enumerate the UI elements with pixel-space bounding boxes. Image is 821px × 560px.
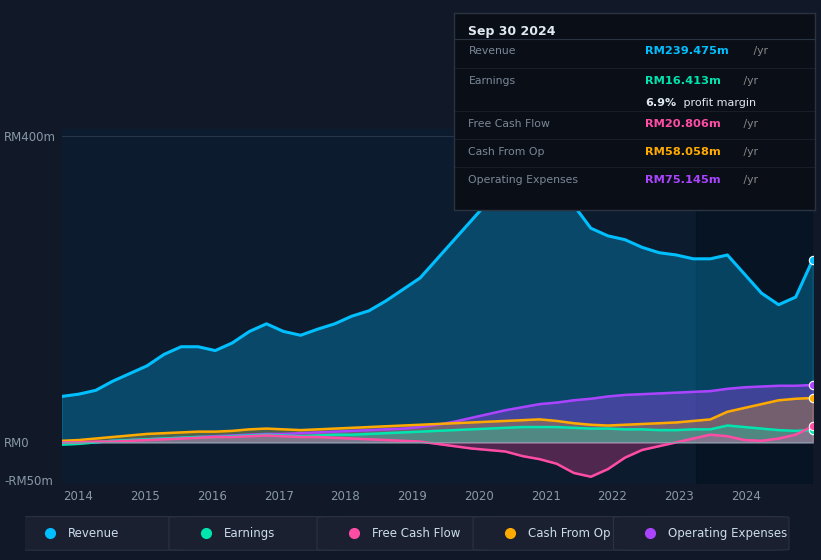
Text: Free Cash Flow: Free Cash Flow xyxy=(372,527,460,540)
Text: RM75.145m: RM75.145m xyxy=(645,175,721,184)
Text: Earnings: Earnings xyxy=(223,527,275,540)
FancyBboxPatch shape xyxy=(473,516,649,550)
Text: profit margin: profit margin xyxy=(680,97,756,108)
Text: Revenue: Revenue xyxy=(469,46,516,57)
Text: /yr: /yr xyxy=(740,119,758,129)
Text: Operating Expenses: Operating Expenses xyxy=(668,527,787,540)
Text: Free Cash Flow: Free Cash Flow xyxy=(469,119,550,129)
Text: RM239.475m: RM239.475m xyxy=(645,46,729,57)
FancyBboxPatch shape xyxy=(613,516,789,550)
Text: RM0: RM0 xyxy=(4,437,30,450)
Text: Cash From Op: Cash From Op xyxy=(528,527,610,540)
Text: Sep 30 2024: Sep 30 2024 xyxy=(469,25,556,38)
FancyBboxPatch shape xyxy=(169,516,345,550)
Text: RM400m: RM400m xyxy=(4,131,56,144)
Text: RM58.058m: RM58.058m xyxy=(645,147,721,157)
Bar xyxy=(696,129,813,484)
Text: Cash From Op: Cash From Op xyxy=(469,147,545,157)
Text: Operating Expenses: Operating Expenses xyxy=(469,175,579,184)
Text: RM16.413m: RM16.413m xyxy=(645,76,722,86)
Text: /yr: /yr xyxy=(750,46,768,57)
Text: Revenue: Revenue xyxy=(67,527,119,540)
Text: /yr: /yr xyxy=(740,175,758,184)
Text: 6.9%: 6.9% xyxy=(645,97,677,108)
Text: /yr: /yr xyxy=(740,147,758,157)
FancyBboxPatch shape xyxy=(317,516,493,550)
Text: -RM50m: -RM50m xyxy=(4,475,53,488)
Text: Earnings: Earnings xyxy=(469,76,516,86)
FancyBboxPatch shape xyxy=(13,516,189,550)
Text: /yr: /yr xyxy=(740,76,758,86)
Text: RM20.806m: RM20.806m xyxy=(645,119,721,129)
